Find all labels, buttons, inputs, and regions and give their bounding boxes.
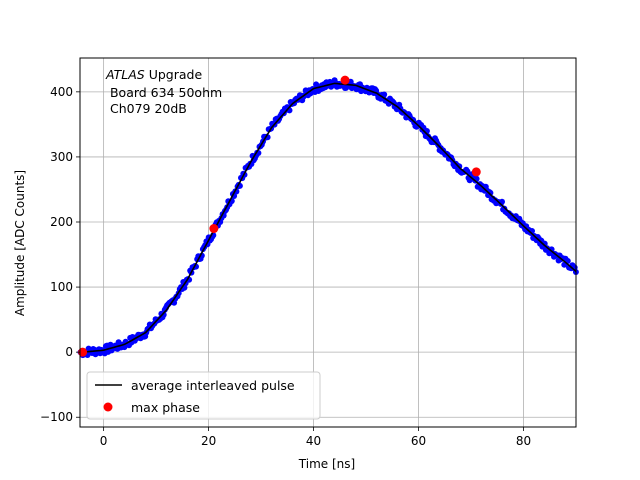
max-phase-point xyxy=(209,224,219,234)
annotation-upgrade: Upgrade xyxy=(145,67,203,82)
svg-text:ATLAS Upgrade: ATLAS Upgrade xyxy=(105,67,202,82)
y-tick-label: 200 xyxy=(50,215,73,229)
y-tick-label: −100 xyxy=(40,410,73,424)
x-tick-label: 60 xyxy=(411,434,426,448)
max-phase-point xyxy=(340,75,350,85)
annotation: ATLAS Upgrade Board 634 50ohm Ch079 20dB xyxy=(105,67,222,116)
x-tick-label: 20 xyxy=(201,434,216,448)
samples-layer xyxy=(77,77,579,359)
plot-frame xyxy=(79,57,577,428)
x-tick-label: 0 xyxy=(100,434,108,448)
x-axis-label: Time [ns] xyxy=(298,457,355,471)
legend: average interleaved pulse max phase xyxy=(86,371,321,420)
legend-box xyxy=(86,371,321,420)
sample-point xyxy=(160,311,167,318)
annotation-experiment: ATLAS xyxy=(105,67,145,82)
x-tick-label: 40 xyxy=(306,434,321,448)
y-tick-label: 0 xyxy=(65,345,73,359)
annotation-channel: Ch079 20dB xyxy=(106,101,187,116)
annotation-board: Board 634 50ohm xyxy=(106,85,222,100)
legend-marker-label: max phase xyxy=(131,400,200,415)
y-tick-label: 400 xyxy=(50,85,73,99)
ticks-layer: 0 20 40 60 80 −100 0 100 200 300 400 xyxy=(40,85,531,448)
sample-point xyxy=(487,189,494,196)
y-axis-label: Amplitude [ADC Counts] xyxy=(13,170,27,316)
max-phase-point xyxy=(471,167,481,177)
y-tick-label: 100 xyxy=(50,280,73,294)
x-tick-label: 80 xyxy=(516,434,531,448)
legend-marker-swatch xyxy=(103,402,113,412)
y-tick-label: 300 xyxy=(50,150,73,164)
legend-line-label: average interleaved pulse xyxy=(131,378,295,393)
sample-point xyxy=(381,91,388,98)
average-pulse-line xyxy=(80,82,577,353)
